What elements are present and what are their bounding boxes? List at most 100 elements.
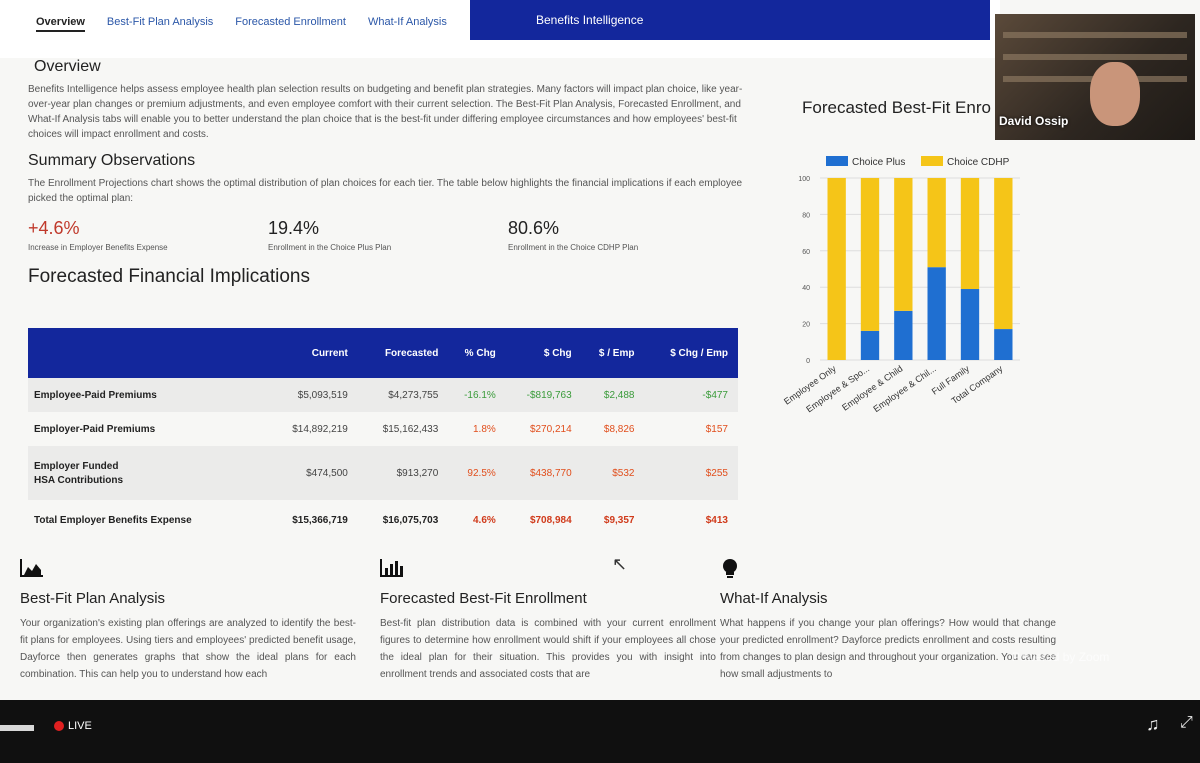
legend-label: Choice CDHP <box>947 157 1010 168</box>
cell-pct-chg: 92.5% <box>448 446 506 500</box>
bookshelf <box>1003 54 1187 60</box>
col-header-name <box>28 328 268 378</box>
enrollment-chart: Choice Plus Choice CDHP 0 20 40 60 80 100 Employ… <box>770 150 1030 450</box>
col-header-per-emp: $ / Emp <box>581 328 645 378</box>
bar-chart-icon <box>380 558 716 586</box>
chart-svg: Choice Plus Choice CDHP 0 20 40 60 80 100 Employ… <box>782 156 1020 414</box>
live-label: LIVE <box>68 720 92 732</box>
legend-swatch <box>826 156 848 166</box>
app-screen: Overview Best-Fit Plan Analysis Forecast… <box>0 0 1200 700</box>
table-header-row: Current Forecasted % Chg $ Chg $ / Emp $… <box>28 328 738 378</box>
financial-table: Current Forecasted % Chg $ Chg $ / Emp $… <box>28 328 738 540</box>
kpi-choice-plus-value: 19.4% <box>268 218 320 238</box>
chart-bar-choice-plus <box>894 310 913 360</box>
cell-chg: $438,770 <box>505 446 582 500</box>
kpi-choice-cdhp: 80.6% Enrollment in the Choice CDHP Plan <box>508 218 748 252</box>
expand-icon[interactable]: ⤢ <box>1180 714 1193 731</box>
cell-current: $5,093,519 <box>267 378 358 412</box>
card-title: What-If Analysis <box>720 590 828 607</box>
kpi-choice-cdhp-label: Enrollment in the Choice CDHP Plan <box>508 243 639 252</box>
feature-cards: Best-Fit Plan Analysis Your organization… <box>20 558 1080 683</box>
bookshelf <box>1003 32 1187 38</box>
cell-chg-per-emp: $157 <box>644 412 738 446</box>
y-tick-label: 60 <box>802 249 810 256</box>
top-bar: Overview Best-Fit Plan Analysis Forecast… <box>0 0 1000 58</box>
financial-heading: Forecasted Financial Implications <box>28 266 310 287</box>
col-header-forecasted: Forecasted <box>357 328 449 378</box>
y-tick-label: 80 <box>802 212 810 219</box>
participant-name: David Ossip <box>999 114 1069 128</box>
chart-title: Forecasted Best-Fit Enro <box>802 98 991 117</box>
cell-forecasted: $4,273,755 <box>357 378 449 412</box>
cell-chg-per-emp: $255 <box>644 446 738 500</box>
card-best-fit: Best-Fit Plan Analysis Your organization… <box>20 558 380 683</box>
cell-chg-per-emp: $413 <box>644 500 738 540</box>
tab-bar: Overview Best-Fit Plan Analysis Forecast… <box>36 16 447 32</box>
tab-forecasted-enrollment[interactable]: Forecasted Enrollment <box>235 16 346 28</box>
chart-bar-choice-cdhp <box>994 178 1013 330</box>
card-title: Forecasted Best-Fit Enrollment <box>380 590 587 607</box>
col-header-current: Current <box>267 328 358 378</box>
live-badge: LIVE <box>54 720 92 732</box>
legend-label: Choice Plus <box>852 157 905 168</box>
cell-forecasted: $16,075,703 <box>357 500 449 540</box>
kpi-row: +4.6% Increase in Employer Benefits Expe… <box>28 218 748 252</box>
card-what-if: What-If Analysis What happens if you cha… <box>720 558 1080 683</box>
tab-what-if-analysis[interactable]: What-If Analysis <box>367 16 447 28</box>
chart-bar-choice-cdhp <box>860 178 880 331</box>
row-name-line1: Employer Funded <box>34 460 119 472</box>
y-tick-label: 0 <box>806 358 810 365</box>
card-title: Best-Fit Plan Analysis <box>20 590 166 607</box>
row-name: Employee-Paid Premiums <box>28 378 268 412</box>
overview-text: Benefits Intelligence helps assess emplo… <box>28 84 743 140</box>
cell-current: $15,366,719 <box>267 500 358 540</box>
table-total-row: Total Employer Benefits Expense $15,366,… <box>28 500 738 540</box>
cell-per-emp: $2,488 <box>581 378 645 412</box>
chart-bar-choice-cdhp <box>960 178 980 290</box>
overview-heading: Overview <box>34 58 101 75</box>
record-dot-icon <box>54 721 64 731</box>
chart-bar-choice-cdhp <box>927 178 946 268</box>
table-row: Employer-Paid Premiums $14,892,219 $15,1… <box>28 412 738 446</box>
kpi-choice-plus-label: Enrollment in the Choice Plus Plan <box>268 243 392 252</box>
x-tick-label: Employee & Chil... <box>871 363 937 414</box>
row-name: Total Employer Benefits Expense <box>28 500 268 540</box>
cell-pct-chg: -16.1% <box>448 378 506 412</box>
chart-bar-choice-plus <box>960 289 980 360</box>
app-title: Benefits Intelligence <box>536 13 644 27</box>
app-title-bar: Benefits Intelligence <box>470 0 990 40</box>
y-tick-label: 100 <box>798 176 810 183</box>
col-header-chg-per-emp: $ Chg / Emp <box>644 328 738 378</box>
y-tick-label: 40 <box>802 285 810 292</box>
lightbulb-icon <box>720 558 1056 586</box>
chart-bar-choice-plus <box>927 267 946 360</box>
kpi-choice-cdhp-value: 80.6% <box>508 218 560 238</box>
cell-current: $14,892,219 <box>267 412 358 446</box>
tab-overview[interactable]: Overview <box>36 16 85 32</box>
kpi-choice-plus: 19.4% Enrollment in the Choice Plus Plan <box>268 218 508 252</box>
tab-best-fit-plan-analysis[interactable]: Best-Fit Plan Analysis <box>106 16 214 28</box>
col-header-pct-chg: % Chg <box>448 328 506 378</box>
cell-chg: $270,214 <box>505 412 582 446</box>
card-text: Best-fit plan distribution data is combi… <box>380 618 716 680</box>
cell-forecasted: $15,162,433 <box>357 412 449 446</box>
row-name-line2: HSA Contributions <box>34 474 124 486</box>
cell-pct-chg: 1.8% <box>448 412 506 446</box>
mouse-cursor-icon: ↖ <box>612 554 628 574</box>
card-text: Your organization's existing plan offeri… <box>20 618 356 680</box>
table-row: Employee-Paid Premiums $5,093,519 $4,273… <box>28 378 738 412</box>
chart-bar-choice-cdhp <box>827 178 846 360</box>
participant-avatar <box>1090 62 1140 126</box>
cell-chg-per-emp: -$477 <box>644 378 738 412</box>
video-thumbnail[interactable]: David Ossip <box>995 14 1195 140</box>
meeting-controls-bar: LIVE ♫ ⤢ <box>0 700 1200 763</box>
zoom-watermark: Powered by Zoom <box>1012 650 1110 664</box>
chart-bar-choice-plus <box>994 329 1013 360</box>
cell-chg: -$819,763 <box>505 378 582 412</box>
card-text: What happens if you change your plan off… <box>720 618 1056 680</box>
chart-bar-choice-cdhp <box>894 178 913 311</box>
chart-bar-choice-plus <box>860 330 880 360</box>
row-name: Employer-Paid Premiums <box>28 412 268 446</box>
music-icon[interactable]: ♫ <box>1146 714 1160 734</box>
cell-pct-chg: 4.6% <box>448 500 506 540</box>
